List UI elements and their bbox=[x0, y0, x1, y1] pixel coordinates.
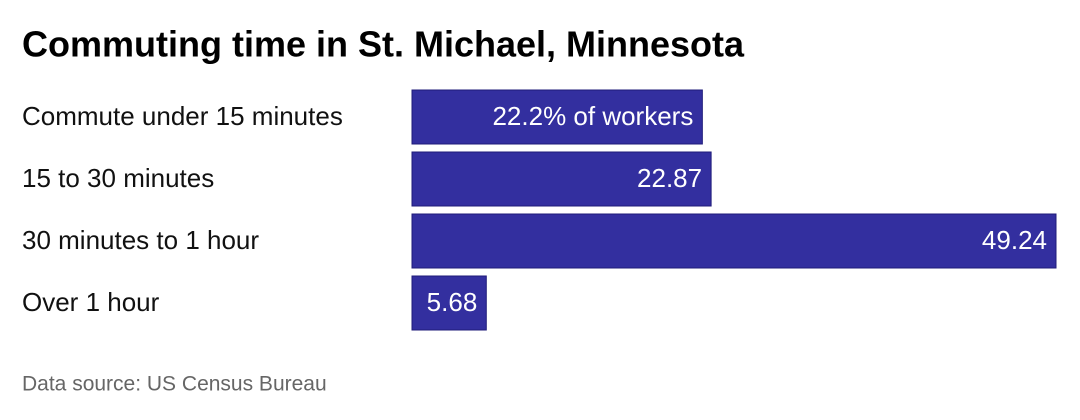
bar bbox=[411, 151, 712, 207]
value-label: 22.87 bbox=[637, 163, 702, 193]
bar bbox=[411, 213, 1057, 269]
bar bbox=[411, 89, 703, 145]
category-label: Over 1 hour bbox=[22, 287, 160, 317]
bar bbox=[411, 275, 487, 331]
category-label: 15 to 30 minutes bbox=[22, 163, 214, 193]
value-label: 5.68 bbox=[427, 287, 478, 317]
category-label: 30 minutes to 1 hour bbox=[22, 225, 259, 255]
value-label: 22.2% of workers bbox=[492, 101, 693, 131]
source-note: Data source: US Census Bureau bbox=[22, 373, 327, 396]
value-label: 49.24 bbox=[982, 225, 1047, 255]
chart-title: Commuting time in St. Michael, Minnesota bbox=[22, 24, 745, 65]
category-label: Commute under 15 minutes bbox=[22, 101, 343, 131]
